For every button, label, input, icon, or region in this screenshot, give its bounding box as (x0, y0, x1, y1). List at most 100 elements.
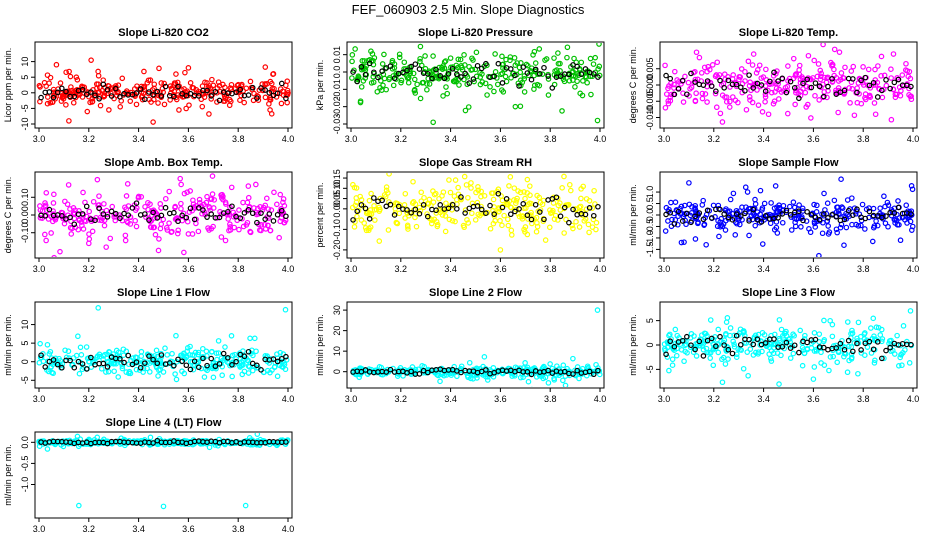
overlay-point (220, 350, 227, 357)
overlay-point (507, 211, 514, 218)
data-point (855, 370, 861, 377)
data-point (834, 229, 840, 236)
data-point (276, 234, 282, 241)
overlay-point (483, 210, 489, 216)
x-tick-label: 3.8 (544, 134, 557, 144)
data-point (678, 203, 685, 210)
data-point (812, 92, 818, 99)
y-axis-label: degrees C per min. (3, 177, 13, 254)
data-point (83, 344, 90, 350)
data-point (253, 181, 259, 188)
data-point (796, 67, 802, 73)
data-point (65, 182, 72, 188)
data-point (742, 184, 749, 191)
overlay-point (742, 210, 748, 217)
data-point (588, 91, 594, 98)
overlay-point (586, 205, 593, 211)
overlay-point (561, 204, 568, 211)
data-point (876, 129, 880, 133)
data-point (152, 231, 159, 238)
data-point (265, 222, 271, 229)
overlay-point (179, 358, 185, 365)
x-tick-label: 3.8 (857, 394, 870, 404)
x-tick-label: 3.2 (395, 134, 408, 144)
data-point (570, 225, 576, 232)
data-point (442, 228, 449, 235)
data-point (478, 203, 484, 210)
data-point (507, 204, 514, 210)
data-point (796, 71, 803, 78)
data-point (461, 52, 467, 58)
data-point (277, 349, 284, 356)
y-tick-label: 10 (20, 57, 30, 67)
data-point (494, 81, 501, 88)
data-point (909, 223, 916, 230)
data-point (740, 365, 747, 372)
data-point (790, 55, 797, 62)
data-point (46, 351, 53, 357)
data-point (161, 80, 168, 87)
data-point (386, 173, 392, 177)
data-point (716, 233, 722, 240)
data-point (433, 210, 440, 216)
data-point (246, 204, 253, 210)
data-point (812, 224, 819, 230)
data-point (787, 355, 794, 361)
data-point (247, 228, 253, 235)
data-point (402, 190, 409, 197)
data-point (723, 319, 730, 325)
overlay-point (590, 71, 597, 77)
overlay-point (362, 205, 369, 212)
y-tick-label: 0.01 (332, 46, 342, 64)
data-point (428, 220, 435, 227)
data-point (775, 81, 781, 87)
data-point (183, 105, 189, 112)
data-point (752, 201, 759, 207)
data-point (138, 194, 145, 200)
data-point (511, 55, 518, 61)
overlay-point (704, 337, 711, 344)
data-point (430, 199, 437, 205)
data-point (776, 317, 783, 323)
data-point (580, 183, 586, 190)
data-point (681, 239, 687, 245)
x-tick-label: 4.0 (282, 524, 295, 534)
data-point (249, 367, 256, 374)
data-point (140, 365, 147, 372)
data-point (878, 326, 885, 333)
data-point (411, 76, 418, 83)
overlay-point (692, 79, 698, 85)
overlay-point (874, 339, 881, 345)
data-point (593, 226, 599, 233)
data-point (778, 326, 785, 333)
outlier-point (242, 502, 249, 509)
data-point (101, 201, 107, 207)
data-point (699, 95, 706, 102)
data-point (841, 242, 847, 249)
data-point (878, 212, 884, 218)
data-point (67, 224, 74, 231)
overlay-point (688, 219, 694, 226)
data-point (277, 191, 284, 198)
data-point (132, 217, 138, 224)
overlay-point (879, 355, 885, 362)
data-point (455, 184, 461, 191)
outlier-point (686, 180, 692, 186)
data-point (151, 85, 157, 92)
overlay-point (441, 75, 448, 82)
overlay-point (216, 361, 223, 367)
data-point (536, 372, 543, 379)
data-point (744, 349, 751, 355)
data-point (404, 222, 411, 229)
data-point (850, 36, 854, 40)
overlay-point (420, 202, 427, 208)
data-point (712, 90, 719, 97)
data-point (394, 220, 401, 227)
data-point (790, 331, 796, 338)
data-point (586, 149, 590, 153)
data-point (417, 95, 424, 102)
data-point (76, 217, 82, 224)
data-point (775, 96, 782, 102)
overlay-point (870, 346, 877, 353)
